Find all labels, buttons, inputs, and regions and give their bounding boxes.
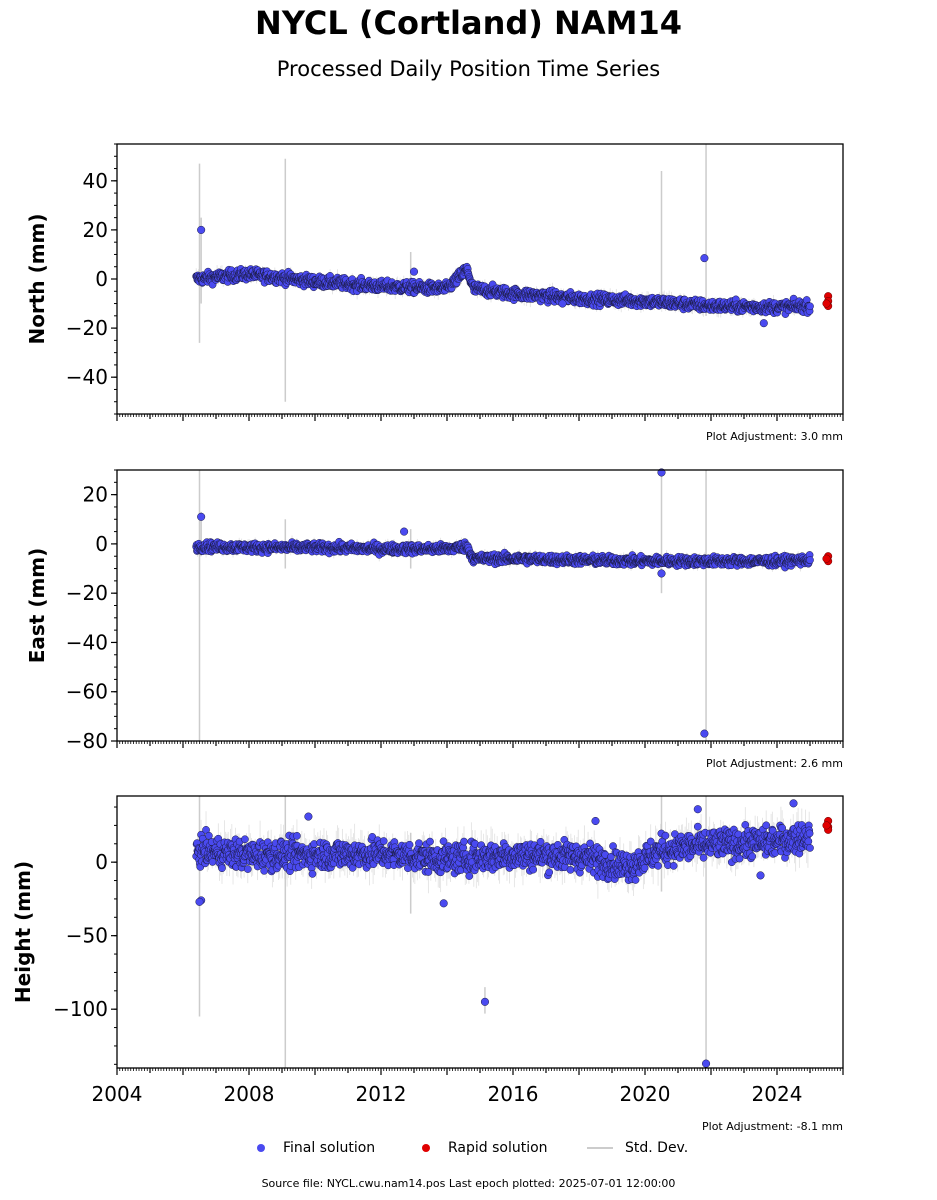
- final-solution-point: [700, 729, 709, 738]
- final-solution-point: [700, 254, 709, 263]
- y-tick-label: −40: [66, 630, 108, 654]
- final-solution-point: [759, 319, 768, 328]
- final-solution-point: [806, 556, 814, 564]
- rapid-solution-point: [822, 554, 831, 563]
- y-tick-label: 0: [95, 267, 108, 291]
- panel-frame: [116, 469, 844, 742]
- final-solution-point: [197, 512, 206, 521]
- y-tick-label: −40: [66, 365, 108, 389]
- final-solution-point: [197, 225, 206, 234]
- y-axis-label: East (mm): [25, 548, 49, 664]
- final-solution-point: [400, 527, 409, 536]
- rapid-solution-point: [822, 299, 831, 308]
- y-tick-label: −80: [66, 729, 108, 753]
- final-solution-point: [806, 302, 814, 311]
- chart-subtitle: Processed Daily Position Time Series: [276, 57, 661, 81]
- final-solution-point: [558, 299, 567, 308]
- final-solution-point: [409, 267, 419, 276]
- y-tick-label: −20: [66, 316, 108, 340]
- y-tick-label: 20: [83, 218, 108, 242]
- plot-adjustment-label: Plot Adjustment: 3.0 mm: [706, 430, 843, 443]
- final-solution-point: [657, 569, 666, 578]
- y-tick-label: 0: [95, 532, 108, 556]
- chart-title: NYCL (Cortland) NAM14: [255, 4, 682, 42]
- plot-adjustment-label: Plot Adjustment: 2.6 mm: [706, 757, 843, 770]
- y-tick-label: −20: [66, 581, 108, 605]
- y-tick-label: 20: [83, 483, 108, 507]
- y-tick-label: −60: [66, 680, 108, 704]
- y-tick-label: 40: [83, 169, 108, 193]
- y-axis-label: North (mm): [25, 213, 49, 344]
